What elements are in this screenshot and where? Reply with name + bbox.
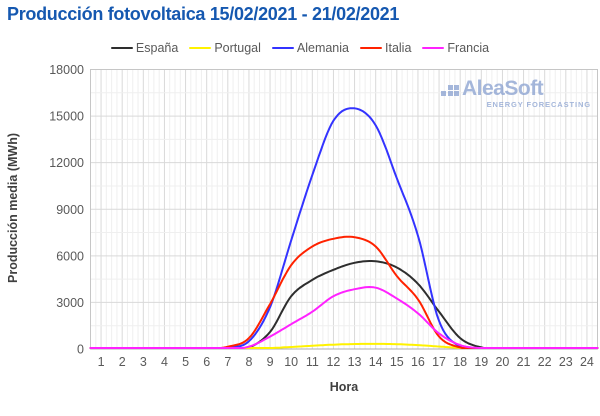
x-tick-label: 12 [326, 355, 340, 369]
series-curves [89, 107, 599, 349]
series-line-francia [89, 286, 599, 349]
x-tick-label: 3 [140, 355, 147, 369]
x-tick-label: 23 [559, 355, 573, 369]
y-axis-tick-labels: 0 3000 6000 9000 12000 15000 18000 [49, 63, 84, 357]
legend-label: Francia [447, 41, 490, 55]
x-tick-label: 7 [224, 355, 231, 369]
legend-label: Italia [385, 41, 412, 55]
x-tick-label: 22 [538, 355, 552, 369]
x-tick-label: 14 [369, 355, 383, 369]
x-tick-label: 9 [267, 355, 274, 369]
x-tick-label: 4 [161, 355, 168, 369]
y-tick-label: 3000 [56, 296, 84, 310]
legend-line-swatch [422, 46, 445, 50]
x-tick-label: 13 [348, 355, 362, 369]
y-tick-label: 18000 [49, 63, 84, 77]
x-tick-label: 20 [495, 355, 509, 369]
grid-lines [90, 69, 598, 350]
y-tick-label: 9000 [56, 203, 84, 217]
y-tick-label: 0 [77, 343, 84, 357]
x-axis-tick-labels: 1 2 3 4 5 6 7 8 9 10 11 12 13 14 15 16 17 18 19 20 21 22 23 24 [98, 355, 594, 369]
legend-label: Alemania [296, 41, 349, 55]
legend-line-swatch [271, 46, 294, 50]
x-tick-label: 19 [474, 355, 488, 369]
legend-line-swatch [189, 46, 212, 50]
x-tick-label: 24 [580, 355, 594, 369]
x-tick-label: 15 [390, 355, 404, 369]
legend-item-portugal: Portugal [189, 41, 261, 55]
chart-title: Producción fotovoltaica 15/02/2021 - 21/… [7, 4, 400, 24]
x-tick-label: 17 [432, 355, 446, 369]
x-tick-label: 1 [98, 355, 105, 369]
x-tick-label: 10 [284, 355, 298, 369]
legend-line-swatch [360, 46, 382, 50]
x-tick-label: 11 [306, 355, 319, 369]
legend-item-españa: España [110, 41, 179, 55]
x-tick-label: 18 [453, 355, 467, 369]
y-tick-label: 6000 [56, 249, 84, 263]
legend-label: Portugal [214, 41, 261, 55]
x-tick-label: 6 [203, 355, 210, 369]
legend-label: España [135, 41, 179, 55]
legend-item-alemania: Alemania [271, 41, 349, 55]
x-tick-label: 8 [245, 355, 252, 369]
x-tick-label: 16 [411, 355, 425, 369]
y-tick-label: 15000 [49, 110, 84, 124]
legend-line-swatch [110, 46, 133, 50]
x-tick-label: 2 [119, 355, 126, 369]
legend-item-italia: Italia [360, 41, 411, 55]
y-tick-label: 12000 [49, 156, 84, 170]
x-tick-label: 5 [182, 355, 189, 369]
y-axis-title: Producción media (MWh) [6, 133, 20, 283]
legend-item-francia: Francia [422, 41, 489, 55]
x-tick-label: 21 [517, 355, 531, 369]
chart-legend: España Portugal Alemania Italia Francia [0, 41, 600, 55]
x-axis-title: Hora [330, 380, 360, 394]
